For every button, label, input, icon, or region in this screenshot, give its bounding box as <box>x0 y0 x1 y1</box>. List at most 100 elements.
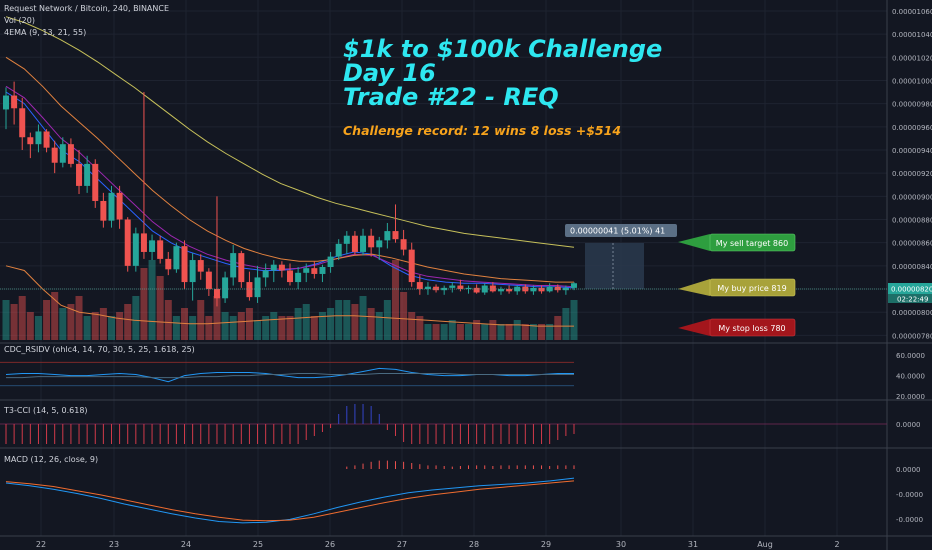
candle-body <box>270 264 277 271</box>
volume-bar <box>51 292 59 340</box>
y-tick-label: 0.00000920 <box>892 170 932 178</box>
candle-body <box>19 108 26 138</box>
candle-body <box>384 231 391 241</box>
volume-bar <box>270 312 278 340</box>
candle-body <box>546 286 553 292</box>
volume-bar <box>327 308 335 340</box>
candle-body <box>368 235 375 248</box>
volume-bar <box>335 300 343 340</box>
volume-bar <box>278 316 286 340</box>
candle-body <box>303 268 310 273</box>
challenge-title-line3: Trade #22 - REQ <box>343 83 559 111</box>
rsi-pane-label[interactable]: CDC_RSIDV (ohlc4, 14, 70, 30, 5, 25, 1.6… <box>4 345 195 354</box>
candle-body <box>157 240 164 259</box>
y-tick-label: 0.00000800 <box>892 309 932 317</box>
x-tick-label: 30 <box>616 540 626 549</box>
volume-bar <box>67 304 75 340</box>
candle-body <box>311 268 318 274</box>
candle-body <box>197 260 204 272</box>
candle-body <box>465 287 472 290</box>
volume-bar <box>254 320 262 340</box>
volume-bar <box>26 312 34 340</box>
volume-bar <box>383 300 391 340</box>
candle-body <box>230 253 237 278</box>
volume-indicator-label[interactable]: Vol (20) <box>4 16 35 25</box>
volume-bar <box>116 312 124 340</box>
candle-body <box>343 235 350 244</box>
candle-body <box>497 289 504 292</box>
volume-bar <box>513 320 521 340</box>
range-label: 0.00000041 (5.01%) 41 <box>565 224 677 237</box>
candle-body <box>76 163 83 186</box>
volume-bar <box>481 324 489 340</box>
volume-bar <box>245 308 253 340</box>
candle-body <box>506 289 513 292</box>
y-tick-label: 0.00000840 <box>892 263 932 271</box>
rsi-y-tick-label: 60.0000 <box>896 352 925 360</box>
candle-body <box>514 286 521 292</box>
candle-body <box>238 253 245 283</box>
volume-bar <box>521 324 529 340</box>
volume-bar <box>91 312 99 340</box>
volume-bar <box>156 276 164 340</box>
x-tick-label: 22 <box>36 540 46 549</box>
volume-bar <box>505 324 513 340</box>
x-tick-label: Aug <box>757 540 773 549</box>
volume-bar <box>148 260 156 340</box>
y-tick-label: 0.00000980 <box>892 101 932 109</box>
y-tick-label: 0.00001040 <box>892 31 932 39</box>
candle-body <box>295 272 302 283</box>
candle-body <box>408 249 415 283</box>
y-tick-label: 0.00001000 <box>892 77 932 85</box>
x-tick-label: 26 <box>325 540 335 549</box>
volume-bar <box>75 296 83 340</box>
candle-body <box>181 246 188 283</box>
candle-body <box>571 283 577 288</box>
macd-pane-label[interactable]: MACD (12, 26, close, 9) <box>4 455 99 464</box>
candle-body <box>538 287 545 292</box>
ema-line <box>5 56 574 283</box>
candle-body <box>262 270 269 278</box>
macd-line <box>5 480 575 522</box>
candle-body <box>35 131 42 145</box>
candle-body <box>189 260 196 283</box>
sell-target-callout: My sell target 860 <box>678 233 796 252</box>
svg-text:0.00000041 (5.01%) 41: 0.00000041 (5.01%) 41 <box>570 227 665 236</box>
x-tick-label: 2 <box>834 540 839 549</box>
volume-bar <box>197 300 205 340</box>
candle-body <box>3 95 9 110</box>
volume-bar <box>448 320 456 340</box>
volume-bar <box>107 316 115 340</box>
svg-text:My buy price 819: My buy price 819 <box>717 284 786 293</box>
candle-body <box>213 289 220 299</box>
y-tick-label: 0.00000940 <box>892 147 932 155</box>
candle-body <box>319 267 326 274</box>
x-tick-label: 25 <box>253 540 263 549</box>
candle-body <box>108 192 115 221</box>
volume-bar <box>294 308 302 340</box>
volume-bar <box>400 292 408 340</box>
candle-body <box>51 147 58 163</box>
cci-pane-label[interactable]: T3-CCI (14, 5, 0.618) <box>4 406 88 415</box>
volume-bar <box>367 308 375 340</box>
x-tick-label: 28 <box>469 540 479 549</box>
stop-loss-callout: My stop loss 780 <box>678 318 796 337</box>
challenge-title-line2: Day 16 <box>343 59 436 87</box>
candle-body <box>124 219 131 266</box>
volume-bar <box>124 304 132 340</box>
volume-bar <box>237 312 245 340</box>
y-tick-label: 0.00001020 <box>892 54 932 62</box>
challenge-title: $1k to $100k Challenge Day 16 Trade #22 … <box>343 37 662 109</box>
volume-bar <box>34 316 42 340</box>
volume-bar <box>140 268 148 340</box>
volume-bar <box>205 316 213 340</box>
volume-bar <box>473 320 481 340</box>
volume-bar <box>18 296 26 340</box>
symbol-title[interactable]: Request Network / Bitcoin, 240, BINANCE <box>4 4 170 13</box>
candle-body <box>489 285 496 292</box>
volume-bar <box>416 316 424 340</box>
measure-box <box>585 243 644 289</box>
candle-body <box>278 264 285 271</box>
ema-indicator-label[interactable]: 4EMA (9, 13, 21, 55) <box>4 28 87 37</box>
